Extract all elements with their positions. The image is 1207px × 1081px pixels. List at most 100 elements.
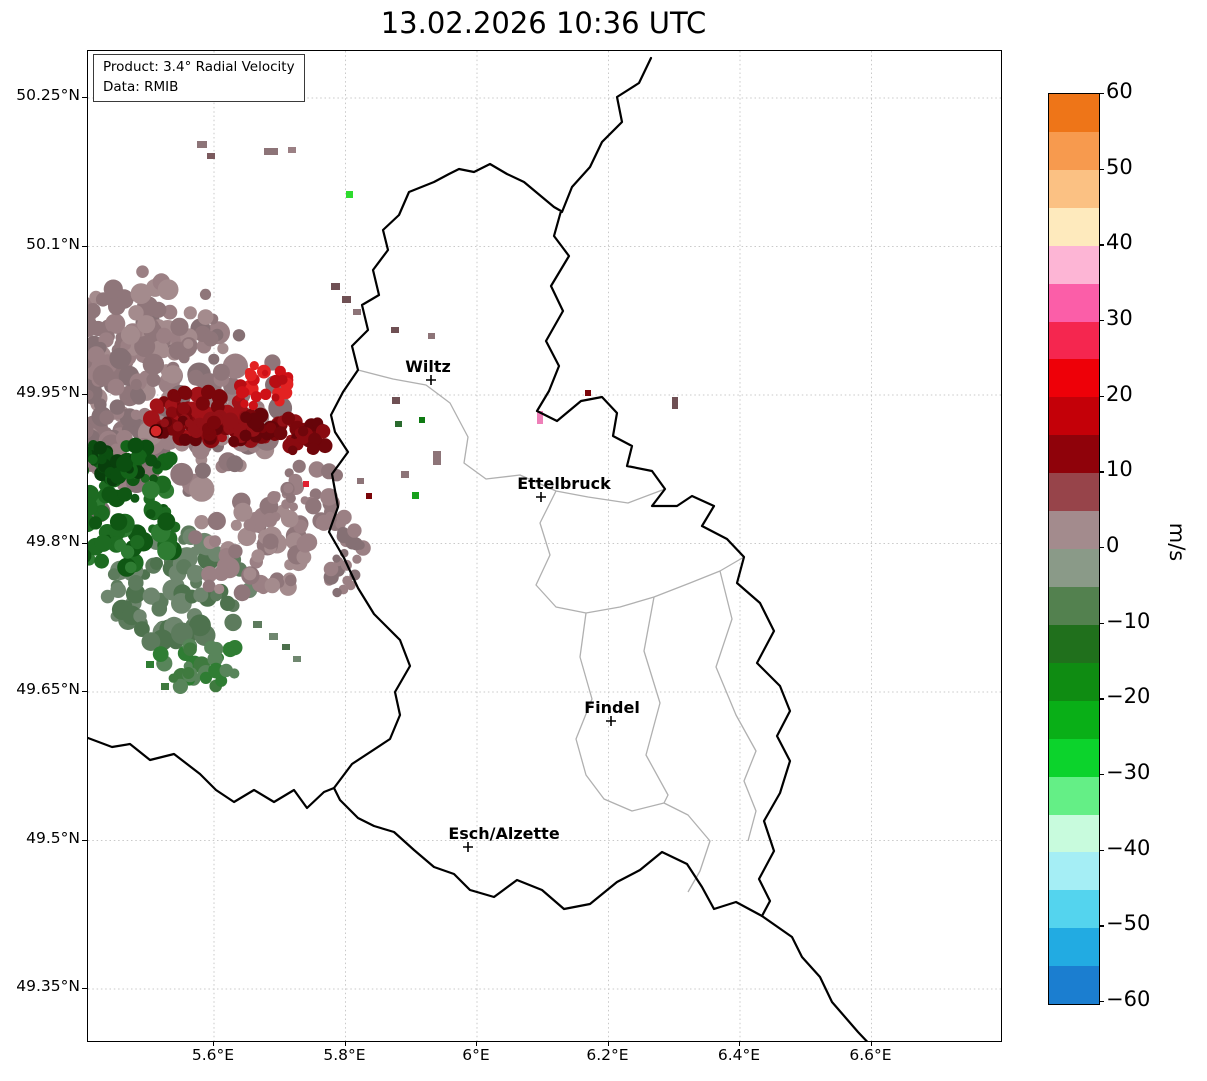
radar-echo <box>93 441 107 455</box>
radar-echo <box>187 369 204 386</box>
radar-echo <box>130 535 145 550</box>
radar-echo <box>130 283 152 304</box>
radar-echo <box>308 432 322 446</box>
radar-speckle <box>264 148 278 155</box>
colorbar-segment <box>1049 890 1099 929</box>
country-border <box>88 736 336 810</box>
radar-echo <box>230 519 242 531</box>
radar-echo <box>150 301 167 318</box>
map-plot-area: Wiltz Ettelbruck Findel Esch/Alzette Produc… <box>87 50 1002 1042</box>
radar-echo <box>277 374 288 385</box>
radar-site-dot <box>149 424 163 438</box>
radar-echo <box>320 488 338 506</box>
radar-echo <box>88 303 101 319</box>
map-layers <box>88 51 1001 1041</box>
colorbar-segment <box>1049 321 1099 360</box>
radar-echo <box>240 399 249 408</box>
lon-tick-mark <box>213 1041 215 1046</box>
district-border <box>357 369 557 492</box>
radar-echo <box>170 391 182 403</box>
colorbar-tick-mark <box>1099 168 1104 170</box>
colorbar-tick-mark <box>1099 244 1104 246</box>
radar-speckle <box>353 309 361 315</box>
radar-echo <box>133 609 147 623</box>
radar-echo <box>94 553 109 569</box>
city-label: Esch/Alzette <box>448 824 560 843</box>
colorbar-tick-label: 50 <box>1106 154 1133 179</box>
radar-echo <box>194 462 211 479</box>
radar-echo <box>193 587 209 603</box>
radar-echo <box>342 575 353 586</box>
radar-echo <box>273 426 288 441</box>
radar-echo <box>128 305 144 321</box>
radar-echo <box>168 673 178 683</box>
radar-echo <box>90 320 106 337</box>
colorbar-segment <box>1049 359 1099 398</box>
radar-echo <box>208 662 224 679</box>
colorbar-tick-label: 10 <box>1106 457 1133 482</box>
lon-tick-mark <box>344 1041 346 1046</box>
radar-echo <box>239 429 252 442</box>
lat-tick-mark <box>82 245 87 247</box>
radar-echo <box>335 519 346 530</box>
radar-echo <box>188 530 203 545</box>
radar-echo <box>94 534 112 552</box>
colorbar-tick-label: 0 <box>1106 533 1120 557</box>
radar-echo <box>352 554 362 564</box>
radar-echo <box>157 541 176 561</box>
radar-echo <box>95 292 111 307</box>
lon-tick-label: 6°E <box>462 1046 490 1064</box>
radar-echo <box>165 406 178 419</box>
radar-echo <box>184 418 194 428</box>
radar-echo <box>183 338 194 349</box>
colorbar <box>1048 93 1100 1005</box>
radar-echo <box>186 565 205 583</box>
lon-tick-label: 5.8°E <box>323 1046 366 1064</box>
radar-speckle <box>161 683 169 690</box>
radar-echo <box>264 577 280 594</box>
lon-tick-mark <box>739 1041 741 1046</box>
radar-echo <box>323 561 339 577</box>
colorbar-tick-label: −20 <box>1106 684 1151 709</box>
radar-echo <box>332 587 342 598</box>
lat-tick-mark <box>82 839 87 841</box>
colorbar-segment <box>1049 700 1099 739</box>
radar-echo <box>127 437 144 454</box>
colorbar-segment <box>1049 624 1099 663</box>
radar-echo <box>296 535 314 553</box>
radar-echo <box>160 418 169 428</box>
radar-speckle <box>342 296 351 303</box>
radar-echo <box>249 361 259 371</box>
radar-echo <box>88 389 94 400</box>
radar-echo <box>228 544 243 559</box>
lon-tick-mark <box>607 1041 609 1046</box>
city-marker <box>606 716 616 726</box>
radar-echo <box>285 574 297 587</box>
radar-speckle <box>269 633 278 640</box>
radar-echo <box>233 502 253 522</box>
lat-tick-label: 49.8°N <box>26 531 80 550</box>
radar-echo <box>332 554 341 563</box>
lat-tick-label: 49.35°N <box>16 977 80 995</box>
lat-tick-label: 49.95°N <box>16 383 80 401</box>
radar-echo <box>197 309 214 325</box>
colorbar-segment <box>1049 511 1099 550</box>
radar-echo <box>88 516 103 530</box>
radar-echo <box>97 454 107 465</box>
radar-echo <box>281 411 296 425</box>
colorbar-tick-label: −40 <box>1106 835 1151 860</box>
colorbar-tick-label: −50 <box>1106 911 1151 936</box>
radar-echo <box>226 455 244 473</box>
radar-echo <box>203 331 219 347</box>
colorbar-segment <box>1049 738 1099 777</box>
radar-speckle <box>391 327 399 333</box>
radar-echo <box>120 545 135 559</box>
radar-echo <box>228 436 240 447</box>
district-border <box>575 612 711 893</box>
radar-echo <box>296 549 312 565</box>
radar-speckle <box>401 471 409 478</box>
radar-echo <box>107 317 121 331</box>
lon-tick-label: 6.4°E <box>717 1046 761 1064</box>
radar-echo <box>287 445 298 456</box>
radar-echo <box>97 505 107 515</box>
